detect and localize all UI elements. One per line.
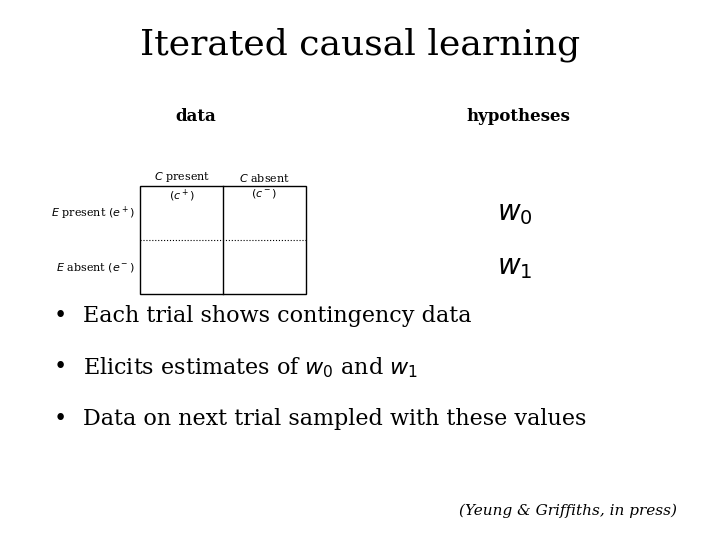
Text: •: • [54,356,67,378]
Text: •: • [54,408,67,429]
Text: Data on next trial sampled with these values: Data on next trial sampled with these va… [83,408,586,429]
Text: $(c^-)$: $(c^-)$ [251,187,278,200]
Text: Iterated causal learning: Iterated causal learning [140,27,580,62]
Text: $C$ absent: $C$ absent [239,172,290,184]
Text: $w_0$: $w_0$ [497,200,533,227]
Text: $(c^+)$: $(c^+)$ [168,187,195,204]
Text: •: • [54,305,67,327]
Text: $w_1$: $w_1$ [497,254,533,281]
Text: $C$ present: $C$ present [153,170,210,184]
Bar [140,186,306,294]
Text: $E$ absent $(e^-)$: $E$ absent $(e^-)$ [56,261,135,274]
Text: hypotheses: hypotheses [467,107,570,125]
Text: Elicits estimates of $w_0$ and $w_1$: Elicits estimates of $w_0$ and $w_1$ [83,355,418,380]
Text: Each trial shows contingency data: Each trial shows contingency data [83,305,472,327]
Text: data: data [176,107,216,125]
Text: (Yeung & Griffiths, in press): (Yeung & Griffiths, in press) [459,504,677,518]
Text: $E$ present $(e^+)$: $E$ present $(e^+)$ [50,205,135,222]
